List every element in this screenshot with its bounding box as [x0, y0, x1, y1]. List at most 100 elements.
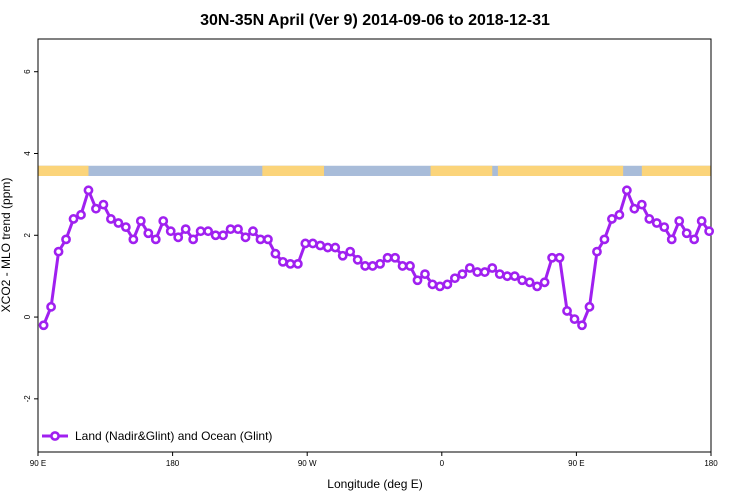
data-point [337, 250, 348, 261]
x-tick-label: 90 E [30, 459, 46, 468]
data-point [345, 246, 356, 257]
data-point [68, 214, 79, 224]
data-point [629, 203, 640, 214]
data-point [539, 277, 550, 288]
data-point [547, 252, 557, 263]
data-point [464, 263, 475, 273]
data-point [367, 261, 378, 271]
data-point [472, 267, 483, 277]
x-tick-label: 180 [166, 459, 180, 468]
data-point [607, 214, 617, 224]
legend-marker-swatch [50, 431, 60, 441]
data-point [292, 259, 303, 269]
y-tick-label: 2 [23, 233, 32, 238]
y-tick-label: 4 [23, 151, 32, 156]
data-point [479, 267, 490, 277]
data-point [203, 226, 214, 237]
data-point [659, 222, 670, 232]
data-point [674, 216, 685, 226]
data-point [330, 242, 341, 253]
x-tick-label: 90 E [568, 459, 584, 468]
data-point [113, 218, 124, 228]
data-point [38, 320, 49, 331]
x-tick-label: 0 [440, 459, 445, 468]
data-point [592, 246, 602, 257]
legend-label: Land (Nadir&Glint) and Ocean (Glint) [75, 429, 272, 443]
data-point [412, 275, 423, 286]
plot-area [37, 38, 715, 453]
data-point [46, 301, 56, 312]
data-point [240, 232, 251, 243]
data-point [375, 259, 386, 269]
data-point [225, 224, 236, 235]
y-axis: -2 0 2 4 6 [23, 69, 38, 402]
data-point [322, 242, 333, 253]
data-point [442, 279, 453, 290]
data-point [307, 238, 318, 249]
data-point [83, 185, 94, 196]
land-band-segment [641, 165, 711, 176]
data-point [255, 234, 266, 245]
x-tick-label: 180 [704, 459, 718, 468]
land-band-segment [38, 165, 89, 176]
data-point [263, 234, 273, 245]
x-tick-label: 90 W [298, 459, 317, 468]
data-point [689, 234, 700, 245]
data-point [636, 199, 647, 210]
data-point [195, 226, 206, 237]
data-point [420, 269, 430, 280]
data-point [390, 252, 400, 263]
data-point [621, 185, 632, 196]
legend: Land (Nadir&Glint) and Ocean (Glint) [42, 429, 272, 443]
data-point [457, 269, 468, 280]
data-point [494, 269, 505, 280]
data-point [180, 224, 191, 235]
data-point [524, 277, 535, 288]
data-point [651, 218, 662, 228]
data-point [599, 234, 610, 245]
data-point [315, 240, 326, 251]
data-point [517, 275, 528, 286]
x-axis: 90 E 180 90 W 0 90 E 180 [30, 452, 718, 468]
data-point [61, 234, 71, 245]
data-point [158, 216, 169, 226]
data-point [704, 226, 715, 237]
data-point [614, 209, 625, 220]
y-tick-label: 6 [23, 69, 32, 74]
land-band-segment [430, 165, 493, 176]
data-point [53, 246, 64, 257]
data-point [487, 263, 498, 273]
data-point [128, 234, 139, 245]
data-point [569, 314, 580, 325]
data-point [360, 261, 371, 271]
y-tick-label: -2 [23, 395, 32, 403]
data-point [397, 261, 408, 271]
ocean-band [38, 165, 711, 176]
data-point [135, 216, 146, 226]
data-point [532, 281, 543, 292]
data-point [106, 214, 116, 224]
data-point [584, 301, 595, 312]
data-point [218, 230, 228, 241]
data-point [666, 234, 677, 245]
data-point [150, 234, 161, 245]
data-point [233, 224, 243, 235]
plot-frame [37, 38, 712, 453]
data-point [696, 216, 707, 226]
y-axis-label: XCO2 - MLO trend (ppm) [0, 178, 13, 313]
data-point [165, 226, 176, 237]
data-point [120, 222, 131, 232]
data-point [277, 256, 288, 267]
data-point [681, 228, 692, 239]
data-point [76, 209, 86, 220]
land-band-segment [262, 165, 325, 176]
data-point [270, 248, 281, 259]
y-tick-label: 0 [23, 314, 32, 319]
data-point [577, 320, 587, 331]
data-point [449, 273, 460, 284]
data-point [427, 279, 438, 290]
chart-title: 30N-35N April (Ver 9) 2014-09-06 to 2018… [200, 12, 550, 29]
data-point [143, 228, 154, 239]
data-point [502, 271, 513, 282]
